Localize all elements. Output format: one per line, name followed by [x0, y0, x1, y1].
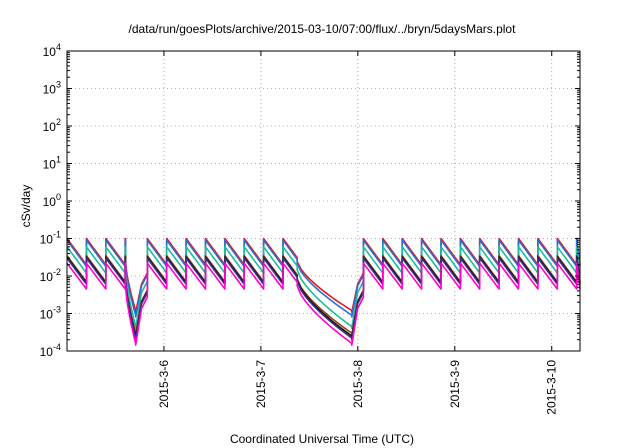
x-tick-label: 2015-3-9 [448, 360, 462, 408]
y-tick-label: 101 [43, 155, 61, 172]
x-tick-label: 2015-3-7 [254, 360, 268, 408]
x-axis-label: Coordinated Universal Time (UTC) [230, 432, 414, 446]
x-axis: 2015-3-6 2015-3-7 2015-3-8 2015-3-9 2015-3-1… [157, 51, 559, 415]
x-tick-label: 2015-3-10 [545, 360, 559, 415]
y-axis-label: cSv/day [19, 185, 33, 228]
x-tick-label: 2015-3-6 [157, 360, 171, 408]
y-tick-label: 10-1 [40, 230, 61, 247]
series-line [66, 262, 581, 346]
y-tick-label: 103 [43, 80, 61, 97]
series-line [66, 257, 581, 341]
y-tick-label: 10-4 [40, 342, 61, 359]
chart-title: /data/run/goesPlots/archive/2015-03-10/0… [129, 22, 517, 36]
series-layer [66, 237, 581, 346]
y-tick-label: 10-2 [40, 267, 61, 284]
y-tick-label: 100 [43, 192, 61, 209]
x-tick-label: 2015-3-8 [351, 360, 365, 408]
grid [67, 51, 580, 351]
y-axis: 10-4 10-3 10-2 10-1 100 101 102 103 104 [40, 42, 580, 359]
y-tick-label: 10-3 [40, 305, 61, 322]
y-tick-label: 104 [43, 42, 61, 59]
series-line [66, 237, 581, 314]
y-tick-label: 102 [43, 117, 61, 134]
